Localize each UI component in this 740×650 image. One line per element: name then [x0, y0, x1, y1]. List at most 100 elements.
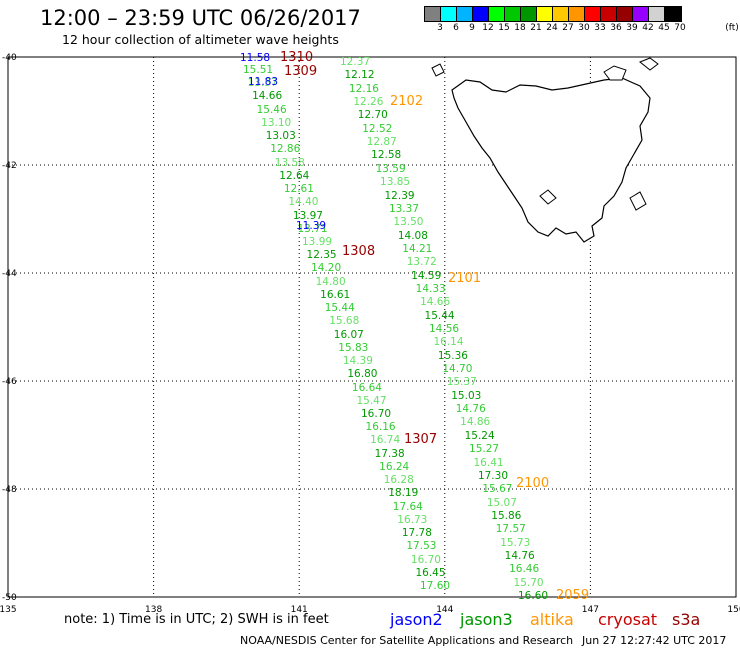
swh-value-label: 13.03	[265, 130, 296, 143]
satellite-legend-s3a: s3a	[672, 610, 701, 629]
scale-tick-label: 30	[578, 23, 590, 33]
scale-swatch	[617, 7, 633, 21]
scale-tick-label: 24	[546, 23, 558, 33]
swh-value-label: 17.64	[392, 500, 423, 513]
swh-value-label: 15.44	[324, 302, 355, 315]
generated-timestamp: Jun 27 12:27:42 UTC 2017	[582, 634, 727, 647]
swh-value-label: 12.16	[348, 82, 379, 95]
scale-tick-label: 6	[453, 23, 459, 33]
swh-value-label: 16.70	[361, 408, 392, 420]
altika-time-label: 2100	[516, 476, 550, 491]
scale-tick-label: 39	[626, 23, 638, 33]
swh-value-label: 14.33	[415, 282, 446, 295]
swh-value-label: 14.76	[504, 549, 535, 562]
satellite-legend-altika: altika	[530, 610, 574, 629]
scale-swatch	[649, 7, 665, 21]
swh-value-label: 15.37	[446, 376, 477, 389]
footer-note: note: 1) Time is in UTC; 2) SWH is in fe…	[64, 612, 329, 627]
wave-height-color-scale	[424, 6, 682, 22]
swh-value-label: 16.60	[518, 590, 549, 602]
swh-value-label: 15.36	[437, 349, 468, 362]
maria-island	[629, 191, 647, 211]
swh-value-label: 14.59	[411, 269, 442, 282]
scale-swatch	[473, 7, 489, 21]
latitude-label: -48	[2, 485, 17, 495]
swh-value-label: 12.70	[357, 109, 388, 122]
swh-value-label: 15.44	[424, 309, 455, 322]
inland-lake	[539, 189, 557, 205]
swh-value-label: 16.61	[320, 288, 351, 301]
scale-tick-label: 33	[594, 23, 606, 33]
scale-tick-label: 36	[610, 23, 622, 33]
page-title: 12:00 – 23:59 UTC 06/26/2017	[40, 6, 361, 30]
swh-value-label: 14.80	[315, 275, 346, 288]
swh-value-label: 15.07	[486, 496, 517, 509]
swh-value-label: 14.70	[442, 363, 473, 376]
scale-swatch	[569, 7, 585, 21]
altika-time-label: 2059	[556, 588, 590, 603]
latitude-label: -50	[2, 593, 17, 603]
swh-value-label: 13.37	[388, 202, 419, 215]
swh-value-label: 15.03	[451, 389, 482, 402]
swh-value-label: 15.70	[513, 576, 544, 589]
swh-value-label: 12.37	[340, 56, 371, 68]
satellite-legend-cryosat: cryosat	[598, 610, 658, 629]
swh-value-label: 16.80	[347, 368, 378, 381]
altika-time-label: 2102	[390, 94, 424, 109]
cryosat-time-label: 1310	[280, 50, 314, 65]
cryosat-time-label: 1308	[342, 244, 376, 259]
scale-tick-label: 15	[498, 23, 510, 33]
swh-value-label: 16.16	[365, 421, 396, 434]
longitude-label: 135	[0, 605, 17, 615]
latitude-label: -42	[2, 161, 17, 171]
swh-value-label: 12.86	[270, 143, 301, 156]
longitude-label: 147	[582, 605, 599, 615]
satellite-legend-jason3: jason3	[460, 610, 513, 629]
swh-value-label: 12.26	[353, 96, 384, 109]
scale-tick-label: 3	[437, 23, 443, 33]
scale-unit-label: (ft)	[725, 23, 739, 33]
swh-value-label: 16.74	[370, 434, 401, 447]
swh-value-label: 13.10	[261, 116, 292, 129]
swh-value-label: 17.30	[477, 469, 508, 482]
scale-tick-label: 21	[530, 23, 542, 33]
swh-value-label: 12.12	[344, 69, 375, 82]
swh-value-label: 15.86	[491, 509, 522, 522]
swh-value-label: 14.40	[288, 196, 319, 209]
swh-value-label: 12.52	[362, 122, 393, 135]
swh-value-label: 14.20	[311, 262, 342, 275]
swh-value-label: 16.28	[383, 474, 414, 487]
scale-swatch	[489, 7, 505, 21]
swh-value-label: 16.07	[333, 328, 364, 341]
cryosat-time-label: 1309	[284, 64, 318, 79]
swh-value-label: 17.60	[420, 580, 451, 592]
swh-value-label: 13.72	[406, 256, 437, 269]
swh-value-label: 17.57	[495, 523, 526, 536]
scale-tick-label: 27	[562, 23, 574, 33]
jason2-value-label: 11.83	[248, 76, 279, 88]
swh-value-label: 15.73	[500, 536, 531, 549]
swh-value-label: 17.53	[406, 540, 437, 553]
swh-value-label: 15.67	[482, 483, 513, 496]
swh-value-label: 12.64	[279, 169, 310, 182]
swh-value-label: 12.87	[366, 136, 397, 149]
scale-swatch	[441, 7, 457, 21]
scale-swatch	[665, 7, 681, 21]
longitude-label: 138	[145, 605, 162, 615]
flinders-island	[603, 65, 627, 81]
jason2-value-label: 11.58	[240, 52, 271, 64]
altika-time-label: 2101	[448, 271, 482, 286]
scale-swatch	[537, 7, 553, 21]
scale-tick-label: 9	[469, 23, 475, 33]
page-subtitle: 12 hour collection of altimeter wave hei…	[62, 32, 339, 47]
swh-value-label: 16.73	[397, 513, 428, 526]
scale-swatch	[585, 7, 601, 21]
swh-value-label: 12.61	[283, 183, 314, 196]
small-island	[639, 57, 659, 71]
swh-value-label: 18.19	[388, 487, 419, 500]
swh-value-label: 14.56	[429, 323, 460, 335]
swh-value-label: 16.70	[410, 553, 441, 566]
swh-value-label: 13.50	[393, 216, 424, 229]
longitude-label: 144	[436, 605, 453, 615]
